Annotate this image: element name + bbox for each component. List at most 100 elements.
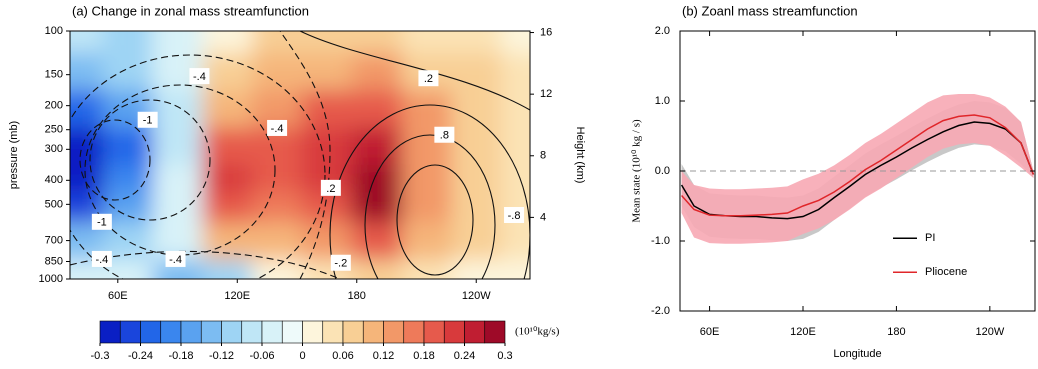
colorbar-box [443,320,465,344]
field-cell [202,259,254,279]
field-cell [401,31,453,54]
y2-tick-label: 4 [540,211,546,223]
colorbar-box [160,320,182,344]
field-cell [102,52,154,92]
colorbar-box [342,320,364,344]
y-tick-label: 700 [45,234,63,246]
x-tick-label: 120E [790,326,816,338]
y-tick-label: 250 [45,124,63,136]
colorbar-tick-label: 0.18 [413,350,434,362]
field-cell [451,90,503,129]
y-tick-label: -2.0 [651,305,670,317]
field-cell [70,52,104,92]
x-tick-label: 120E [224,290,250,302]
colorbar-box [281,320,303,344]
contour-line [79,119,151,201]
colorbar-box [484,320,506,344]
y2-axis-label: Height (km) [574,127,586,184]
field-cell [252,192,303,224]
plot-frame [69,30,531,280]
field-cell [152,127,204,166]
contour-label: -1 [143,115,153,127]
field-cell [152,259,204,279]
colorbar-tick-label: 0.3 [497,350,512,362]
field-cell [301,31,353,54]
contours [70,31,530,279]
field-cell [301,192,353,224]
x-tick-label: 120W [975,326,1004,338]
y-tick-label: 300 [45,143,63,155]
contour-line [329,104,530,279]
field-cell [451,52,503,92]
field-cell [202,222,254,261]
colorbar-label: (10¹⁰kg/s) [515,326,560,338]
colorbar-tick-label: -0.12 [209,350,234,362]
contour-line [364,134,496,279]
field-cell [351,90,403,129]
y-tick-label: 200 [45,100,63,112]
colorbar-tick-label: -0.18 [168,350,193,362]
contour-line [299,31,530,111]
x-axis-label: Longitude [833,348,881,360]
series-line [680,114,1035,217]
contour-label: .8 [440,130,449,142]
colorbar-tick-label: -0.24 [128,350,153,362]
field-cell [301,127,353,166]
colorbar-box [383,320,405,344]
y-tick-label: 500 [45,198,63,210]
colorbar-box [423,320,445,344]
field-cell [102,127,154,166]
y-tick-label: -1.0 [651,235,670,247]
contour-label-box [267,119,288,136]
field-cell [70,90,104,129]
field-cell [202,127,254,166]
colorbar-box [322,320,344,344]
y2-tick-label: 12 [540,88,552,100]
contour-line [70,54,326,279]
y-tick-label: 2.0 [655,25,670,37]
field-cell [501,90,530,129]
field-cell [202,90,254,129]
contour-label-box [504,207,525,224]
contour-label-box [189,68,210,85]
field-cell [401,90,453,129]
contour-line [89,99,211,221]
colorbar-box [403,320,425,344]
y2-tick-label: 8 [540,150,546,162]
field-cell [301,90,353,129]
y-tick-label: 100 [45,25,63,37]
contour-label: -.4 [271,123,284,135]
contour-label: -.4 [193,71,206,83]
x-tick-label: 120W [462,290,491,302]
contour-label-box [320,179,341,196]
field-cell [351,31,403,54]
field-cell [252,164,303,194]
contour-label-box [165,250,186,267]
field-cell [301,52,353,92]
x-tick-label: 60E [700,326,720,338]
y2-tick-label: 16 [540,26,552,38]
field-cell [70,164,104,194]
contour-label-box [91,250,112,267]
field-cell [501,222,530,261]
field-cells [70,31,530,279]
contour-label-box [330,254,351,271]
colorbar-box [241,320,263,344]
field-cell [102,259,154,279]
colorbar-tick-label: 0 [299,350,305,362]
field-cell [202,164,254,194]
field-cell [351,259,403,279]
field-cell [351,192,403,224]
field-cell [501,52,530,92]
field-cell [401,192,453,224]
contour-label: .2 [326,183,335,195]
chart-title: (b) Zoanl mass streamfunction [682,3,858,18]
colorbar-box [119,320,141,344]
contour-label-box [434,126,455,143]
colorbar-box [261,320,283,344]
field-cell [152,31,204,54]
field-cell [252,259,303,279]
contour-line [279,31,331,279]
legend-label: PI [925,232,935,244]
field-cell [351,222,403,261]
